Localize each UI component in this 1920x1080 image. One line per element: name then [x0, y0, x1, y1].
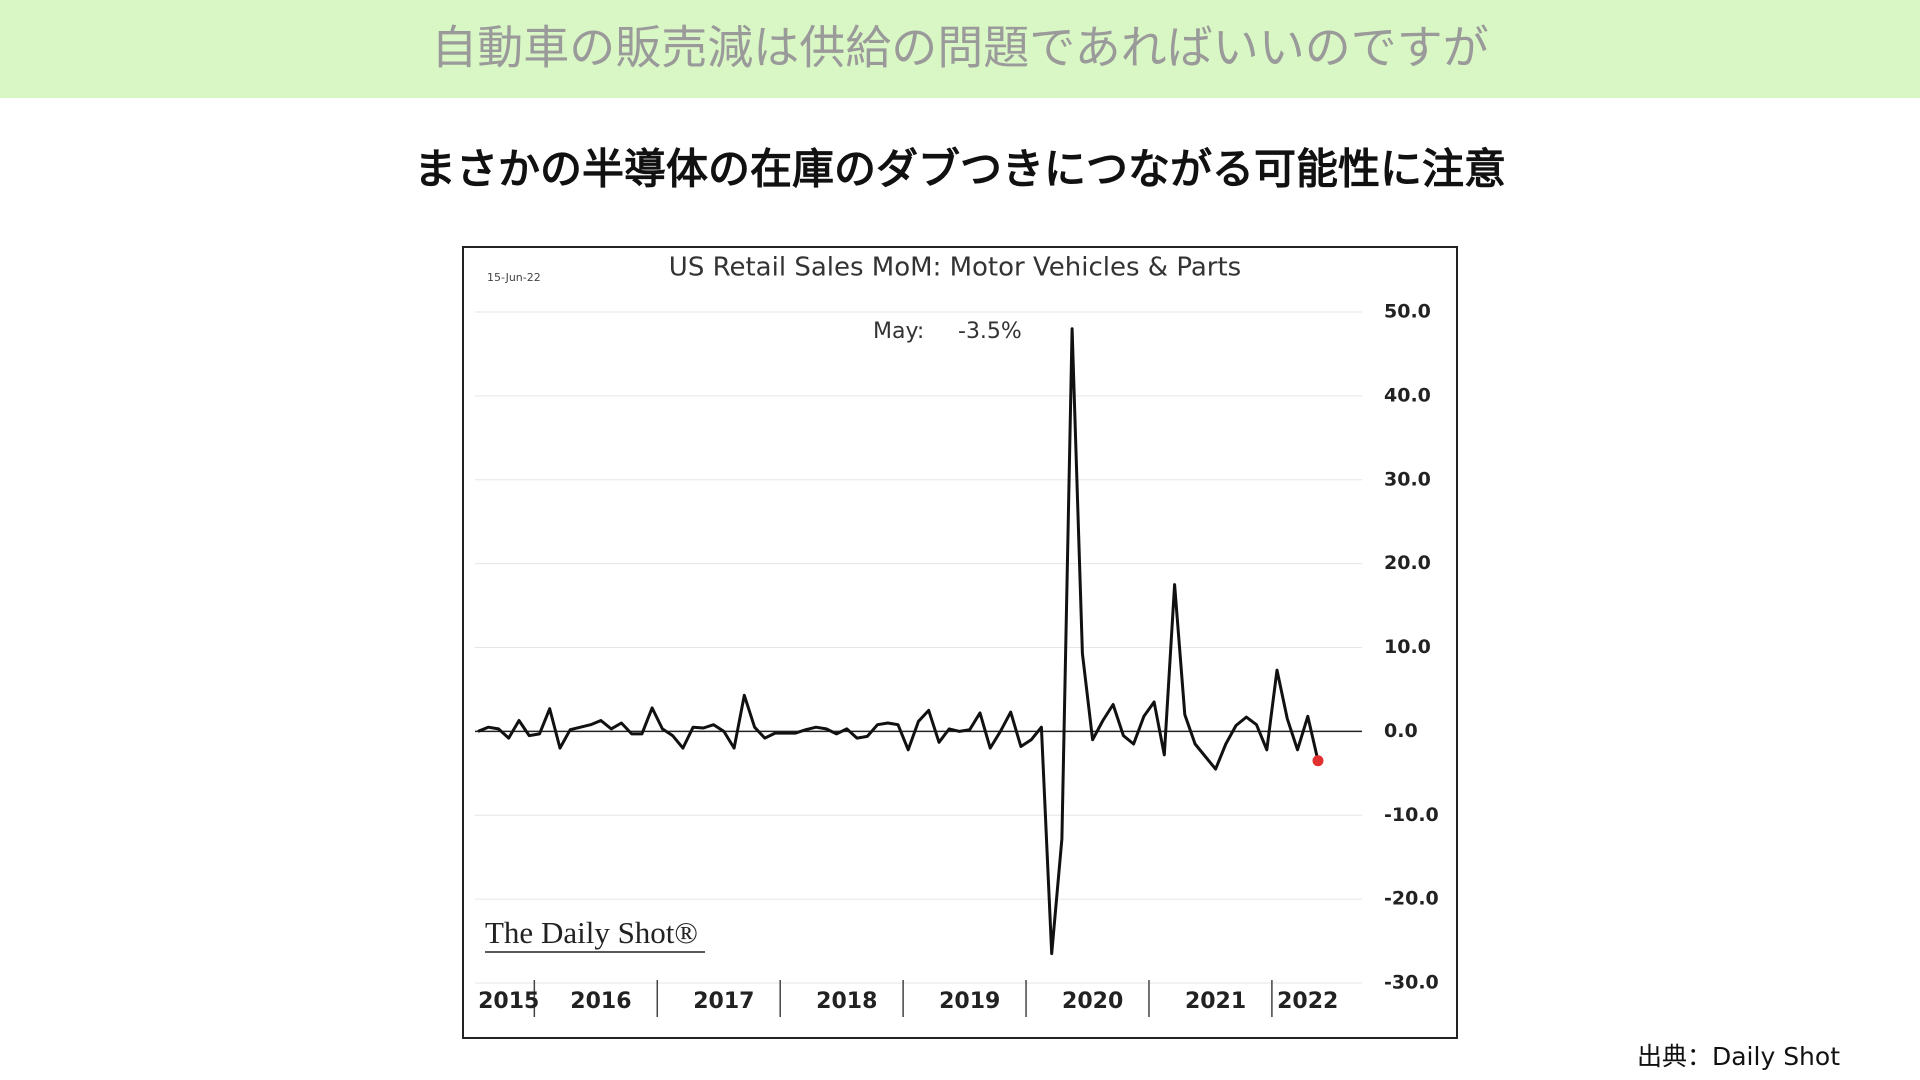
chart-frame	[462, 246, 1458, 1039]
x-tick-label: 2021	[1185, 989, 1246, 1014]
subtitle: まさかの半導体の在庫のダブつきにつながる可能性に注意	[414, 145, 1506, 194]
chart-date: 15-Jun-22	[487, 271, 541, 284]
y-tick-label: -30.0	[1384, 972, 1439, 994]
x-tick-label: 2019	[939, 989, 1000, 1014]
source: 出典：Daily Shot	[1637, 1042, 1840, 1071]
watermark: The Daily Shot®	[485, 915, 698, 950]
y-tick-label: -10.0	[1384, 804, 1439, 826]
header-title: 自動車の販売減は供給の問題であればいいのですが	[431, 21, 1489, 75]
y-tick-label: 50.0	[1384, 301, 1431, 323]
x-tick-label: 2017	[693, 989, 754, 1014]
y-tick-label: 10.0	[1384, 636, 1431, 658]
annotation: -3.5%	[958, 319, 1022, 344]
y-tick-label: 20.0	[1384, 552, 1431, 574]
y-tick-label: 30.0	[1384, 468, 1431, 490]
x-tick-label: 2018	[816, 989, 877, 1014]
plot: 50.0 40.0 30.0 20.0 10.0 0.0 -10.0 -20.0 -30.0 20…	[475, 301, 1439, 1017]
x-tick-label: 2020	[1062, 989, 1123, 1014]
annotation: May:	[873, 319, 924, 344]
line-series	[477, 327, 1320, 956]
x-tick-label: 2022	[1277, 989, 1338, 1014]
x-tick-label: 2016	[570, 989, 631, 1014]
chart-title: US Retail Sales MoM: Motor Vehicles & Pa…	[669, 253, 1241, 283]
y-tick-label: -20.0	[1384, 888, 1439, 910]
header-band	[0, 0, 1920, 98]
y-tick-label: 40.0	[1384, 384, 1431, 406]
highlight-point	[1312, 755, 1324, 767]
y-tick-label: 0.0	[1384, 720, 1418, 742]
x-tick-label: 2015	[478, 989, 539, 1014]
